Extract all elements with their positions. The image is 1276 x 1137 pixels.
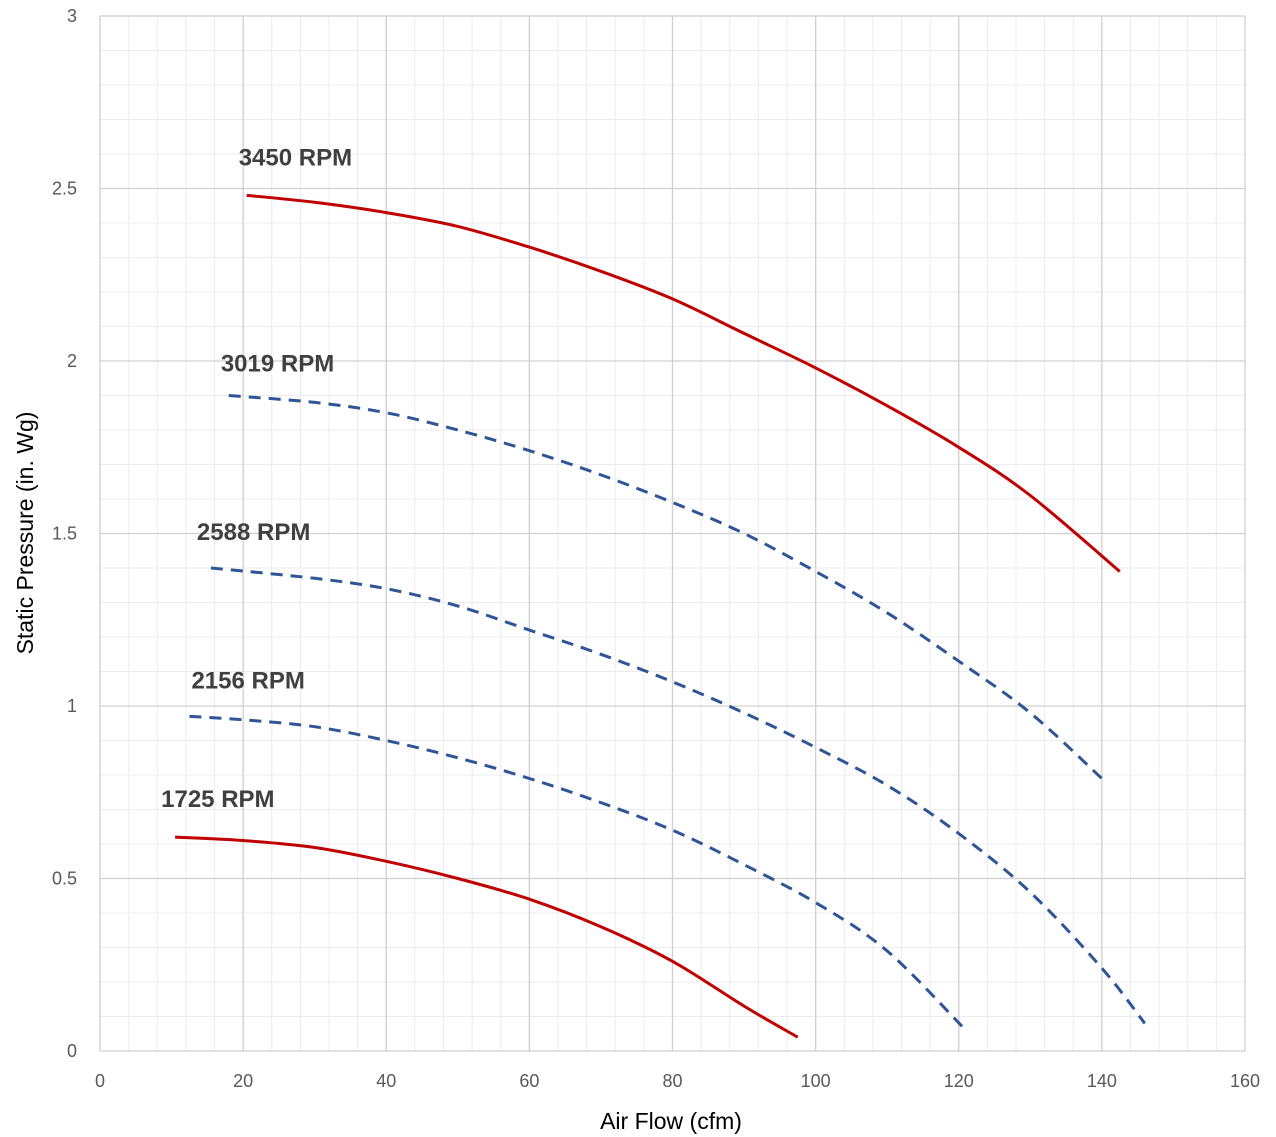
series-labels: 3450 RPM 3019 RPM 2588 RPM 2156 RPM 1725 RPM [161,144,352,813]
series-line-3019-rpm [228,394,1103,780]
series-line-1725-rpm [175,835,799,1039]
x-tick-label: 80 [662,1071,682,1091]
grid [99,15,1246,1052]
series-label: 2156 RPM [191,667,304,694]
x-axis-title: Air Flow (cfm) [600,1108,742,1134]
series-line-2156-rpm [189,714,967,1032]
x-tick-label: 100 [801,1071,831,1091]
series-line-3450-rpm [246,193,1121,573]
y-tick-label: 2 [67,351,77,371]
y-tick-label: 1.5 [52,524,77,544]
y-tick-label: 2.5 [52,179,77,199]
y-tick-label: 3 [67,6,77,26]
x-tick-label: 20 [233,1071,253,1091]
x-tick-label: 120 [944,1071,974,1091]
y-axis-title: Static Pressure (in. Wg) [12,412,38,655]
y-tick-label: 1 [67,696,77,716]
x-tick-label: 0 [95,1071,105,1091]
series-line-2588-rpm [210,566,1146,1025]
x-tick-label: 60 [519,1071,539,1091]
tick-labels: 0 20 40 60 80 100 120 140 160 0 0.5 1 1.5 2 2.5 3 [52,6,1260,1091]
x-tick-label: 140 [1087,1071,1117,1091]
y-tick-label: 0.5 [52,869,77,889]
series-label: 1725 RPM [161,786,274,813]
x-tick-label: 40 [376,1071,396,1091]
x-tick-label: 160 [1230,1071,1260,1091]
series-label: 3450 RPM [239,144,352,171]
series-lines [175,193,1146,1039]
y-tick-label: 0 [67,1041,77,1061]
series-label: 3019 RPM [221,351,334,378]
series-label: 2588 RPM [197,519,310,546]
